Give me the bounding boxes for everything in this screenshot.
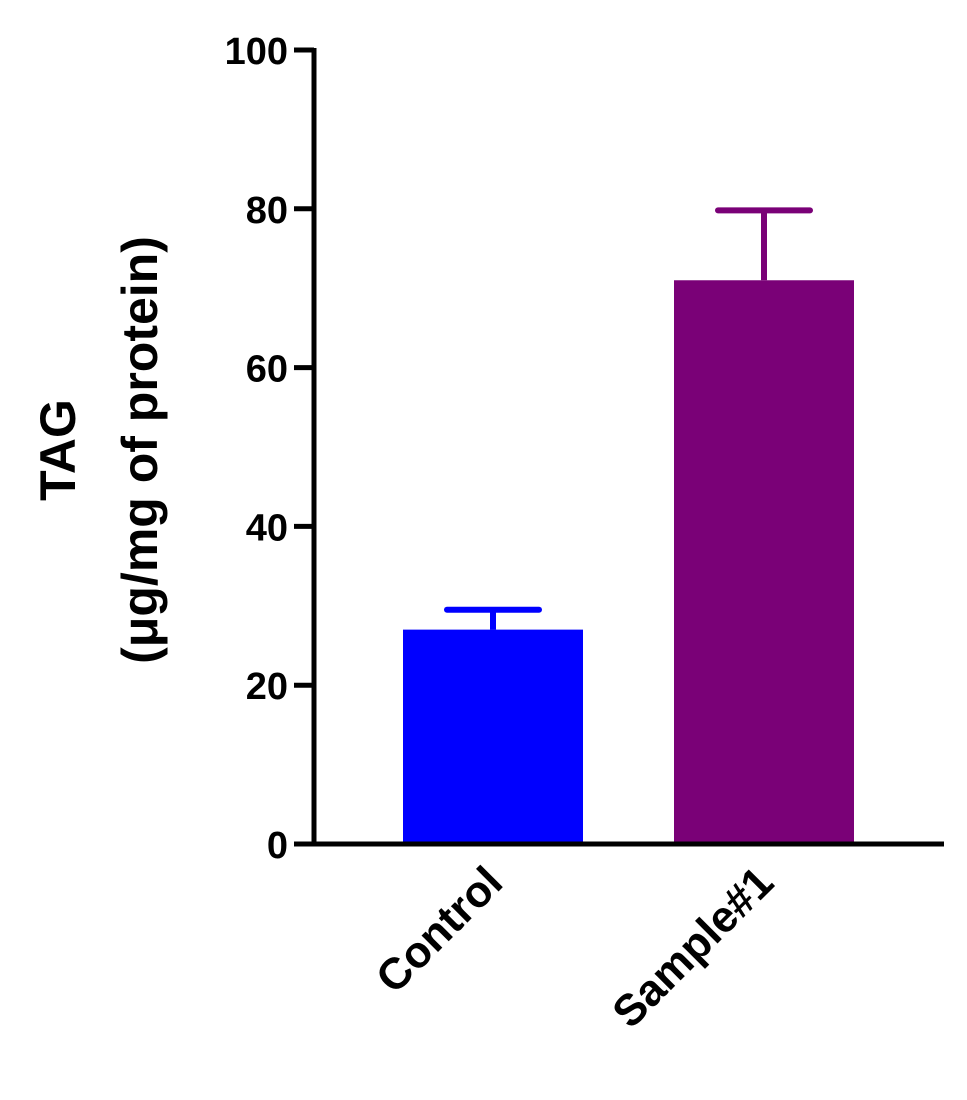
y-axis-label: TAG (μg/mg of protein) bbox=[30, 236, 168, 664]
error-bar-control bbox=[444, 606, 542, 630]
y-tick-label-0: 0 bbox=[267, 825, 288, 867]
bar-control bbox=[403, 629, 583, 844]
y-tick-label-40: 40 bbox=[246, 507, 288, 549]
y-tick-label-80: 80 bbox=[246, 190, 288, 232]
y-axis-label-line-1: TAG bbox=[30, 399, 86, 501]
error-bar-sample-1 bbox=[715, 207, 813, 281]
error-bars-group bbox=[444, 207, 813, 630]
y-axis-label-line-2: (μg/mg of protein) bbox=[112, 236, 168, 664]
bar-sample-1 bbox=[674, 280, 854, 844]
y-axis: 0 20 40 60 80 100 bbox=[225, 31, 317, 867]
y-tick-label-20: 20 bbox=[246, 666, 288, 708]
y-tick-label-60: 60 bbox=[246, 349, 288, 391]
x-tick-label-control: Control bbox=[367, 857, 512, 1002]
x-axis: Control Sample#1 bbox=[311, 841, 944, 1037]
bars-group bbox=[403, 280, 854, 844]
x-tick-label-sample-1: Sample#1 bbox=[603, 857, 783, 1037]
y-tick-label-100: 100 bbox=[225, 31, 288, 73]
